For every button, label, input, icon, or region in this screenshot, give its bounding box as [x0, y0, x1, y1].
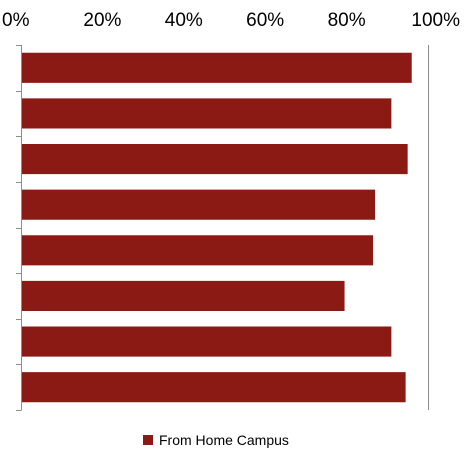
x-tick-label: 100% — [411, 10, 460, 31]
x-tick-label: 20% — [83, 10, 121, 31]
bar — [22, 235, 374, 266]
legend: From Home Campus — [143, 432, 289, 448]
x-axis: 0% 20% 40% 60% 80% 100% — [2, 10, 460, 31]
x-tick-label: 80% — [328, 10, 366, 31]
bar — [22, 189, 376, 220]
x-tick-label: 60% — [246, 10, 284, 31]
bars — [22, 52, 412, 403]
bar — [22, 98, 392, 129]
plot-frame — [16, 45, 429, 411]
legend-label: From Home Campus — [159, 432, 289, 448]
x-tick-label: 40% — [165, 10, 203, 31]
legend-swatch — [143, 435, 153, 445]
x-tick-label: 0% — [2, 10, 30, 31]
bar — [22, 326, 392, 357]
bar — [22, 372, 406, 403]
bar — [22, 280, 345, 311]
bar — [22, 144, 408, 175]
bar — [22, 52, 412, 83]
